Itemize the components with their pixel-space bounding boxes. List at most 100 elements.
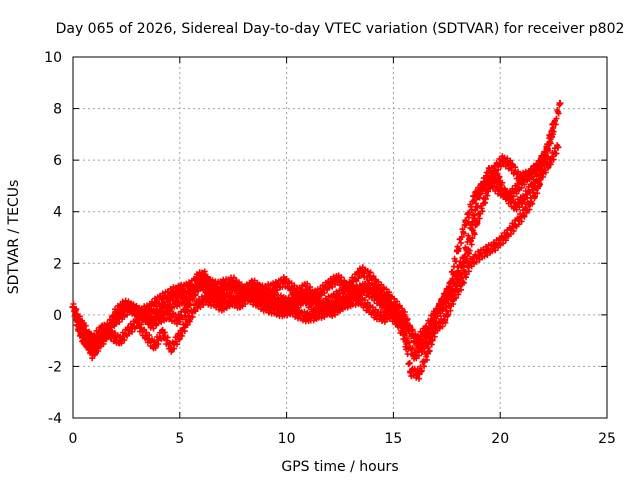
data-point-marker <box>340 288 348 296</box>
data-point-marker <box>253 298 261 306</box>
data-point-marker <box>133 319 141 327</box>
data-point-marker <box>263 285 271 293</box>
data-point-marker <box>345 295 353 303</box>
data-point-marker <box>233 295 241 303</box>
data-point-marker <box>285 298 293 306</box>
data-point-marker <box>518 213 526 221</box>
data-point-marker <box>381 313 389 321</box>
data-point-marker <box>515 174 523 182</box>
data-point-marker <box>492 241 500 249</box>
y-tick-label: 8 <box>53 102 62 118</box>
data-point-marker <box>251 285 259 293</box>
y-tick-label: 4 <box>53 205 62 221</box>
data-point-marker <box>302 282 310 290</box>
data-point-marker <box>325 280 333 288</box>
data-point-marker <box>362 282 370 290</box>
x-axis-label: GPS time / hours <box>281 459 398 475</box>
y-tick-label: 6 <box>53 153 62 169</box>
data-point-marker <box>157 313 165 321</box>
data-point-marker <box>498 156 506 164</box>
data-point-marker <box>327 308 335 316</box>
data-point-marker <box>509 223 517 231</box>
data-point-marker <box>511 203 519 211</box>
data-point-marker <box>82 326 90 334</box>
data-point-marker <box>336 303 344 311</box>
data-point-marker <box>349 277 357 285</box>
data-point-marker <box>417 344 425 352</box>
data-point-marker <box>520 195 528 203</box>
axis-ticks <box>72 56 608 419</box>
data-point-marker <box>229 277 237 285</box>
y-tick-label: -4 <box>48 411 62 427</box>
data-point-marker <box>332 293 340 301</box>
data-point-marker <box>387 303 395 311</box>
data-point-marker <box>524 172 532 180</box>
data-point-marker <box>125 326 133 334</box>
data-point-marker <box>415 370 423 378</box>
x-tick-label: 10 <box>278 431 296 447</box>
data-point-marker <box>116 337 124 345</box>
data-point-marker <box>507 161 515 169</box>
data-point-marker <box>178 285 186 293</box>
data-point-marker <box>319 303 327 311</box>
data-point-marker <box>456 275 464 283</box>
data-point-marker <box>167 344 175 352</box>
grid-lines <box>73 57 607 418</box>
data-point-marker <box>90 347 98 355</box>
data-point-marker <box>97 331 105 339</box>
data-point-marker <box>464 249 472 257</box>
data-point-marker <box>554 143 562 151</box>
data-point-marker <box>201 295 209 303</box>
data-point-marker <box>490 166 498 174</box>
data-point-marker <box>500 234 508 241</box>
data-point-marker <box>477 185 485 193</box>
data-point-marker <box>259 293 267 301</box>
data-point-marker <box>105 321 113 329</box>
data-point-marker <box>483 246 491 254</box>
data-point-marker <box>165 311 173 319</box>
data-point-marker <box>142 331 150 339</box>
data-point-marker <box>334 275 342 283</box>
data-point-marker <box>528 182 536 190</box>
data-point-marker <box>494 174 502 182</box>
data-point-marker <box>172 298 180 306</box>
data-point-marker <box>193 301 201 309</box>
y-tick-labels: -4 -2 0 2 4 6 8 10 <box>44 50 62 427</box>
data-point-marker <box>225 298 233 306</box>
data-point-marker <box>169 288 177 296</box>
y-tick-label: 0 <box>53 308 62 324</box>
data-point-marker <box>404 324 412 332</box>
data-point-marker <box>513 185 521 193</box>
data-point-marker <box>289 285 297 293</box>
data-point-marker <box>475 252 483 260</box>
x-tick-label: 25 <box>598 431 616 447</box>
data-point-marker <box>370 288 378 296</box>
data-point-marker <box>550 120 558 128</box>
data-point-marker <box>526 200 534 208</box>
data-point-marker <box>114 311 122 319</box>
plot-frame <box>72 56 608 419</box>
data-point-marker <box>184 316 192 324</box>
x-tick-label: 5 <box>175 431 184 447</box>
data-point-marker <box>304 313 312 321</box>
data-point-marker <box>150 342 158 350</box>
data-point-marker <box>221 280 229 288</box>
data-point-marker <box>276 303 284 311</box>
x-tick-label: 0 <box>69 431 78 447</box>
data-point-marker <box>462 218 470 226</box>
data-point-marker <box>176 331 184 339</box>
data-point-marker <box>272 282 280 290</box>
data-point-marker <box>139 311 147 319</box>
y-tick-label: 10 <box>44 50 62 66</box>
data-point-marker <box>199 270 207 278</box>
x-tick-label: 20 <box>491 431 509 447</box>
data-point-marker <box>481 195 489 203</box>
data-point-marker <box>413 337 421 345</box>
data-point-marker <box>306 301 314 309</box>
data-point-marker <box>191 288 199 296</box>
data-point-marker <box>372 311 380 319</box>
data-point-marker <box>280 277 288 285</box>
data-point-marker <box>353 288 361 296</box>
